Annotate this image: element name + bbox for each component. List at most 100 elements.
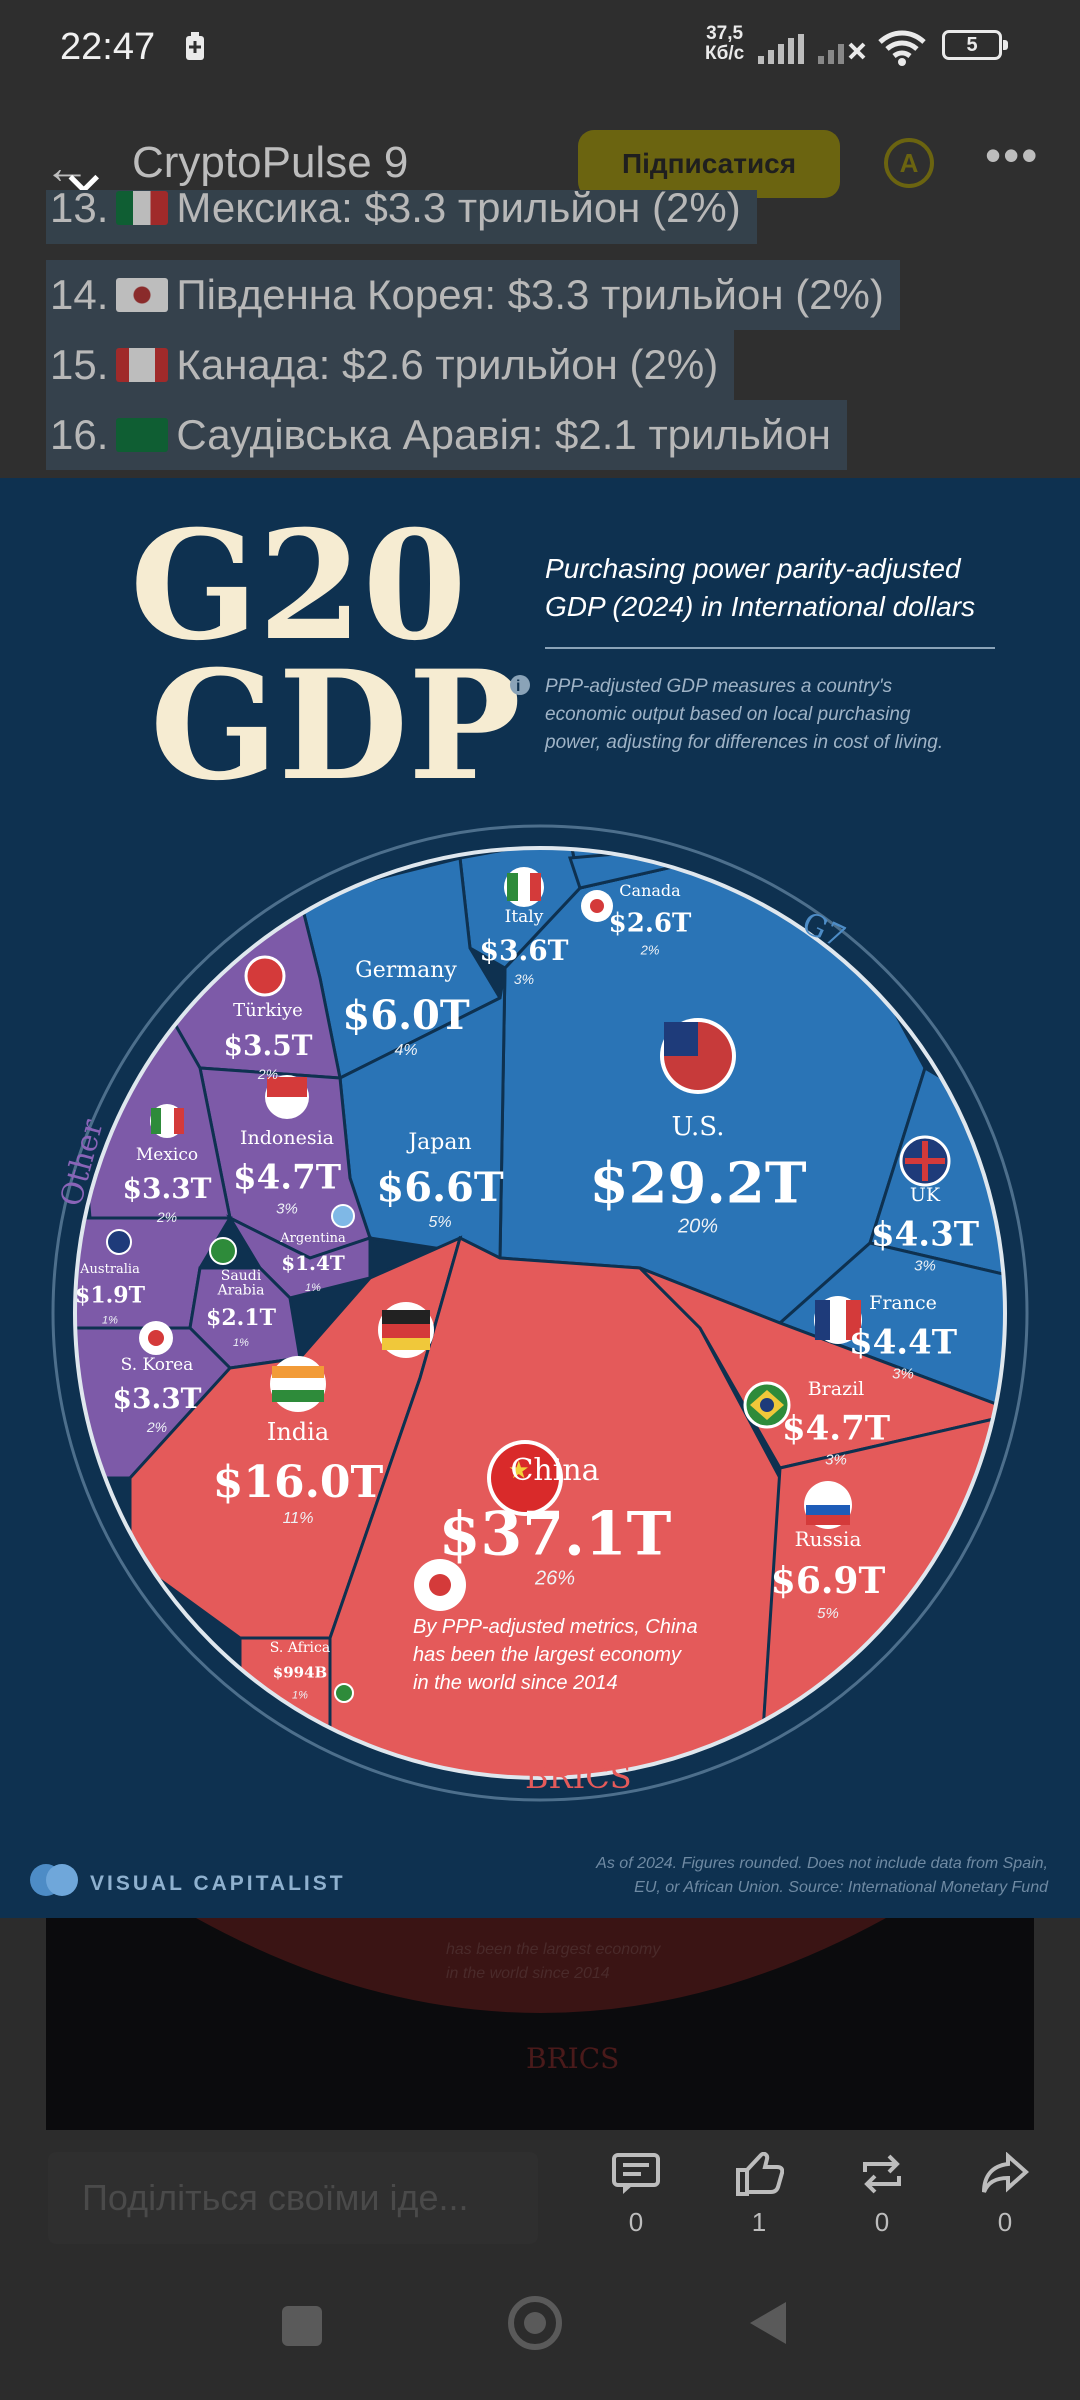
comment-button[interactable]: 0 — [601, 2152, 671, 2238]
gdp-share-italy: 3% — [514, 971, 534, 987]
india-flag-green — [272, 1390, 324, 1402]
country-name-s-korea: S. Korea — [121, 1355, 194, 1375]
gdp-share-france: 3% — [892, 1365, 914, 1382]
germany-flag-red — [382, 1324, 430, 1338]
germany-flag-black — [382, 1310, 430, 1324]
gdp-share-u-s: 20% — [677, 1216, 718, 1238]
india-flag-saffron — [272, 1366, 324, 1378]
gdp-value-brazil: $4.7T — [782, 1408, 890, 1448]
status-bar: 22:47 37,5 Кб/с 5 — [0, 0, 1080, 100]
thumbs-up-icon — [736, 2151, 785, 2196]
gdp-share-canada: 2% — [640, 943, 660, 958]
back-arrow-icon[interactable]: ← — [44, 141, 90, 193]
subtitle-line: Purchasing power parity-adjusted — [545, 553, 962, 584]
gdp-share-brazil: 3% — [825, 1451, 847, 1468]
gdp-share-indonesia: 3% — [276, 1200, 298, 1217]
country-name-india: India — [267, 1418, 329, 1446]
mexico-flag-green — [151, 1108, 161, 1134]
back-button[interactable] — [748, 2300, 788, 2346]
gdp-share-s-africa: 1% — [292, 1690, 308, 1702]
canada-flag-leaf — [590, 899, 604, 913]
mexico-flag-red — [174, 1108, 184, 1134]
comment-icon — [612, 2153, 660, 2194]
info-text: economic output based on local purchasin… — [545, 704, 911, 725]
gdp-value-u-s: $29.2T — [589, 1151, 806, 1217]
gdp-share-india: 11% — [283, 1510, 314, 1527]
country-name-u-s: U.S. — [672, 1112, 725, 1142]
gdp-value-uk: $4.3T — [871, 1214, 979, 1254]
comment-count: 0 — [628, 2207, 644, 2237]
canada-flag-icon — [116, 347, 169, 382]
uk-flag-cross — [905, 1141, 945, 1181]
gdp-value-japan: $6.6T — [376, 1164, 503, 1211]
gdp-share-china: 26% — [534, 1568, 575, 1590]
subscribe-button[interactable]: Підписатися — [578, 130, 840, 198]
gdp-share-argentina: 1% — [305, 1282, 321, 1294]
share-button[interactable]: 0 — [970, 2151, 1040, 2238]
germany-flag-gold — [382, 1338, 430, 1350]
infographic-title-gdp: GDP — [150, 638, 521, 814]
gdp-share-russia: 5% — [817, 1605, 839, 1622]
russia-flag-red — [806, 1515, 850, 1525]
list-item: 13. Мексика: $3.3 трильйон (2%) — [46, 190, 757, 244]
comment-input[interactable]: Поділіться своїми іде... — [48, 2152, 538, 2244]
gdp-value-saudi-arabia: $2.1T — [206, 1305, 277, 1331]
infographic-title-g20: G20 — [130, 498, 467, 674]
flag-icons: ★ — [106, 867, 951, 1703]
system-nav-bar — [0, 2260, 1080, 2400]
france-flag-red — [846, 1300, 861, 1340]
recent-apps-button[interactable] — [282, 2306, 322, 2346]
wifi-icon — [878, 30, 926, 66]
info-icon — [510, 675, 530, 695]
dimmed-image-shape — [196, 1918, 886, 2013]
country-name-china: China — [510, 1453, 599, 1488]
australia-flag-icon — [106, 1229, 132, 1255]
country-name-italy: Italy — [505, 907, 544, 927]
france-flag-blue — [815, 1300, 830, 1340]
like-count: 1 — [751, 2207, 767, 2237]
country-name-japan: Japan — [406, 1130, 471, 1155]
italy-flag-green — [507, 873, 518, 901]
info-icon-glyph: i — [516, 678, 520, 695]
home-button[interactable] — [508, 2296, 562, 2350]
country-name-indonesia: Indonesia — [240, 1127, 334, 1149]
china-note: By PPP-adjusted metrics, China — [413, 1616, 698, 1638]
india-flag-icon — [270, 1356, 326, 1412]
info-text: power, adjusting for differences in cost… — [544, 732, 943, 753]
country-name-s-africa: S. Africa — [270, 1640, 330, 1656]
footnote: EU, or African Union. Source: Internatio… — [634, 1879, 1049, 1896]
saudi-arabia-flag-icon — [209, 1237, 237, 1265]
gdp-value-china: $37.1T — [439, 1500, 672, 1570]
battery-saver-icon — [186, 32, 204, 60]
indonesia-flag-red — [267, 1077, 307, 1097]
network-speed: 37,5 Кб/с — [705, 23, 745, 64]
brand-name: VISUAL CAPITALIST — [90, 1872, 346, 1895]
group-label-brics: BRICS — [525, 1758, 632, 1796]
more-options-icon[interactable]: ••• — [985, 129, 1040, 181]
outer-ring — [51, 824, 1029, 1802]
share-icon — [982, 2151, 1030, 2193]
south-korea-flag-icon — [116, 277, 169, 312]
home-button-dot — [524, 2312, 546, 2334]
country-name-russia: Russia — [795, 1527, 862, 1551]
country-name-france: France — [869, 1292, 937, 1314]
channel-title[interactable]: CryptoPulse 9 — [132, 138, 409, 187]
country-name-t-rkiye: Türkiye — [233, 1000, 303, 1021]
argentina-flag-icon — [331, 1204, 355, 1228]
country-name-australia: Australia — [79, 1262, 140, 1277]
gdp-share-s-korea: 2% — [146, 1419, 167, 1435]
gdp-value-australia: $1.9T — [75, 1282, 146, 1308]
gdp-value-germany: $6.0T — [342, 992, 469, 1039]
battery-indicator: 5 — [942, 30, 1008, 60]
turkiye-flag-icon — [244, 955, 286, 997]
boost-icon[interactable]: A — [884, 138, 934, 188]
like-button[interactable]: 1 — [724, 2151, 794, 2238]
share-count: 0 — [997, 2207, 1013, 2237]
repost-button[interactable]: 0 — [847, 2152, 917, 2238]
article-image-background: has been the largest economy in the worl… — [46, 1918, 1034, 2130]
country-name-saudi-arabia: Arabia — [217, 1283, 265, 1299]
dimmed-note: in the world since 2014 — [446, 1965, 610, 1982]
repost-icon — [863, 2154, 901, 2194]
list-item: 14. Південна Корея: $3.3 трильйон (2%) — [46, 260, 900, 330]
